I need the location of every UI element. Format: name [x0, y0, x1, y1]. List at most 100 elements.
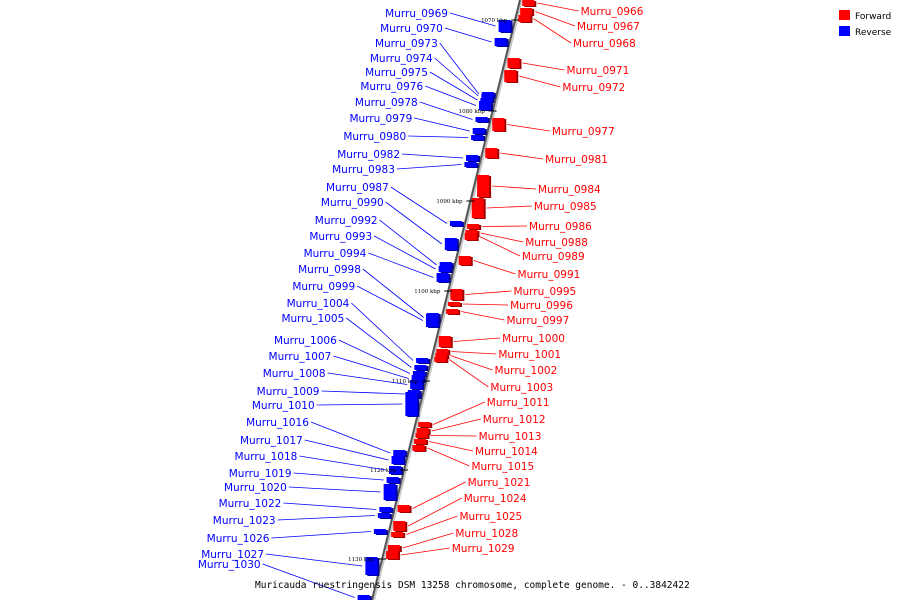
- gene-feature-murru_0979: [472, 128, 485, 134]
- gene-feature-murru_1016: [393, 450, 406, 456]
- tick-label: 1070 kbp: [481, 18, 508, 24]
- legend-forward-label: Forward: [855, 12, 891, 22]
- gene-label-murru_0999: Murru_0999: [292, 281, 355, 293]
- gene-leader-line: [427, 447, 470, 467]
- gene-label-murru_0986: Murru_0986: [529, 221, 592, 233]
- gene-feature-murru_1013: [415, 433, 428, 438]
- gene-label-murru_0990: Murru_0990: [321, 197, 384, 209]
- genome-caption: Muricauda ruestringensis DSM 13258 chrom…: [255, 580, 690, 591]
- gene-leader-line: [429, 441, 474, 452]
- gene-label-murru_0984: Murru_0984: [538, 184, 601, 196]
- gene-leader-line: [368, 252, 434, 278]
- gene-feature-murru_0996: [448, 302, 461, 306]
- gene-feature-murru_0981: [485, 148, 498, 158]
- gene-leader-line: [412, 481, 466, 509]
- gene-label-murru_1027: Murru_1027: [201, 549, 264, 561]
- gene-label-murru_0981: Murru_0981: [545, 154, 608, 166]
- gene-leader-line: [482, 225, 528, 227]
- gene-label-murru_0988: Murru_0988: [525, 237, 588, 249]
- legend: Forward Reverse: [839, 10, 892, 38]
- gene-feature-murru_1006: [412, 371, 425, 376]
- gene-leader-line: [321, 390, 405, 395]
- gene-feature-murru_1017: [391, 456, 404, 464]
- gene-feature-murru_0991: [458, 256, 471, 265]
- gene-label-murru_1030: Murru_1030: [198, 559, 261, 571]
- gene-feature-murru_1012: [416, 428, 429, 434]
- gene-feature-murru_0995: [450, 289, 463, 300]
- gene-leader-line: [453, 337, 501, 342]
- gene-label-murru_0977: Murru_0977: [552, 126, 615, 138]
- gene-label-murru_1026: Murru_1026: [207, 533, 270, 545]
- gene-leader-line: [316, 403, 403, 406]
- gene-label-murru_0996: Murru_0996: [510, 300, 573, 312]
- gene-label-murru_1024: Murru_1024: [464, 493, 527, 505]
- gene-feature-murru_0982: [466, 155, 479, 161]
- gene-leader-line: [283, 502, 377, 510]
- tick-label: 1080 kbp: [459, 109, 486, 115]
- gene-feature-murru_1015: [412, 445, 425, 451]
- gene-leader-line: [439, 42, 480, 95]
- gene-leader-line: [401, 547, 450, 556]
- gene-leader-line: [429, 71, 478, 101]
- gene-leader-line: [299, 455, 387, 471]
- gene-label-murru_1025: Murru_1025: [459, 511, 522, 523]
- gene-leader-line: [522, 62, 565, 71]
- gene-leader-line: [288, 486, 381, 493]
- gene-label-murru_0972: Murru_0972: [562, 82, 625, 94]
- gene-label-murru_1015: Murru_1015: [471, 461, 534, 473]
- gene-feature-murru_1020: [383, 484, 396, 500]
- gene-leader-line: [373, 235, 436, 270]
- gene-feature-murru_1007: [411, 375, 424, 382]
- gene-feature-murru_0975: [480, 98, 493, 102]
- gene-label-murru_1018: Murru_1018: [235, 451, 298, 463]
- gene-feature-murru_0992: [439, 262, 452, 268]
- gene-feature-murru_1029: [386, 551, 399, 559]
- gene-leader-line: [396, 164, 462, 170]
- gene-leader-line: [401, 153, 464, 159]
- gene-label-murru_1021: Murru_1021: [468, 477, 531, 489]
- tick-label: 1130 kbp: [348, 557, 375, 563]
- gene-label-murru_1001: Murru_1001: [498, 349, 561, 361]
- gene-feature-murru_0989: [464, 233, 477, 240]
- gene-feature-murru_1008: [410, 380, 423, 389]
- gene-feature-murru_1030: [357, 595, 370, 600]
- gene-label-murru_0997: Murru_0997: [506, 315, 569, 327]
- tick-label: 1090 kbp: [436, 199, 463, 205]
- gene-feature-murru_0993: [438, 266, 451, 272]
- gene-feature-murru_0984: [477, 175, 490, 197]
- gene-label-murru_0979: Murru_0979: [349, 113, 412, 125]
- gene-label-murru_0978: Murru_0978: [355, 97, 418, 109]
- gene-label-murru_0989: Murru_0989: [522, 251, 585, 263]
- gene-feature-murru_1028: [387, 545, 400, 551]
- gene-label-murru_0968: Murru_0968: [573, 38, 636, 50]
- gene-label-murru_0975: Murru_0975: [365, 67, 428, 79]
- legend-reverse-swatch: [839, 26, 850, 36]
- gene-label-murru_1012: Murru_1012: [483, 414, 546, 426]
- gene-leader-line: [449, 359, 489, 388]
- gene-feature-murru_0985: [471, 198, 484, 218]
- gene-leader-line: [408, 497, 462, 527]
- gene-leader-line: [265, 553, 363, 567]
- gene-label-murru_1007: Murru_1007: [269, 351, 332, 363]
- gene-label-murru_1008: Murru_1008: [263, 368, 326, 380]
- gene-label-murru_0982: Murru_0982: [337, 149, 400, 161]
- gene-feature-murru_0977: [492, 118, 505, 131]
- gene-label-murru_0992: Murru_0992: [315, 215, 378, 227]
- gene-leader-line: [535, 11, 576, 27]
- gene-leader-line: [480, 232, 524, 243]
- gene-features: [357, 0, 537, 600]
- gene-leader-line: [492, 185, 536, 190]
- gene-label-murru_1004: Murru_1004: [287, 298, 350, 310]
- gene-leader-line: [271, 531, 371, 539]
- gene-feature-murru_1011: [418, 422, 431, 427]
- gene-label-murru_0976: Murru_0976: [360, 81, 423, 93]
- gene-label-murru_1028: Murru_1028: [455, 528, 518, 540]
- gene-label-murru_0974: Murru_0974: [370, 53, 433, 65]
- gene-feature-murru_1019: [386, 477, 399, 483]
- gene-leader-line: [465, 290, 512, 295]
- gene-leader-line: [414, 117, 470, 132]
- legend-reverse-label: Reverse: [855, 28, 892, 38]
- gene-label-murru_1000: Murru_1000: [502, 333, 565, 345]
- gene-feature-murru_0968: [518, 15, 531, 22]
